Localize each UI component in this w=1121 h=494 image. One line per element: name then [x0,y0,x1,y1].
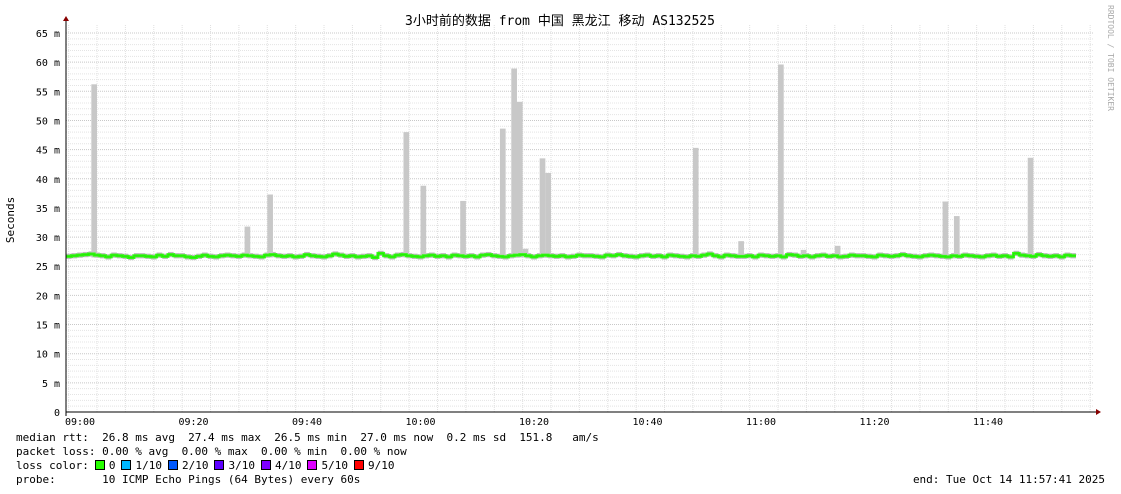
x-tick-label: 09:40 [292,417,322,428]
y-tick-label: 60 m [36,58,60,69]
loss-color-text: 5/10 [321,459,348,472]
loss-color-swatch [94,460,105,470]
y-tick-label: 15 m [36,321,60,332]
loss-color-text: 2/10 [181,459,209,472]
legend-loss: packet loss: 0.00 % avg 0.00 % max 0.00 … [16,445,407,458]
smoke-spike [267,194,273,258]
x-tick-label: 09:00 [65,417,95,428]
smoke-spike [834,245,841,258]
smoke-spike [420,185,427,258]
y-tick-label: 30 m [36,233,60,244]
smoke-spike [545,172,552,258]
x-tick-label: 11:40 [973,417,1003,428]
loss-color-swatch [307,460,318,470]
x-tick-label: 11:00 [746,417,776,428]
smoke-spike [91,84,98,258]
watermark: RRDTOOL / TOBI OETIKER [1106,5,1115,111]
x-tick-label: 10:00 [405,417,435,428]
loss-color-swatch [260,460,271,470]
y-tick-label: 10 m [36,350,60,361]
smoke-spike [942,201,949,258]
x-tick-label: 11:20 [859,417,889,428]
smoke-spike [511,68,517,258]
x-axis-arrow [1096,409,1101,415]
legend-rtt: median rtt: 26.8 ms avg 27.4 ms max 26.5… [16,431,599,444]
loss-color-label: loss color: [16,459,89,472]
smoke-spike [539,158,546,258]
loss-color-text: 1/10 [135,459,162,472]
y-axis-arrow [63,16,69,21]
loss-color-text: 4/10 [274,459,302,472]
legend-loss-colors: loss color: 0 1/10 2/10 3/10 4/10 5/10 9/10 [16,459,394,473]
loss-color-swatch [353,460,364,470]
y-tick-label: 50 m [36,116,60,127]
x-tick-label: 10:20 [519,417,549,428]
y-tick-label: 25 m [36,262,60,273]
x-tick-label: 09:20 [178,417,208,428]
x-tick-label: 10:40 [632,417,662,428]
y-tick-label: 20 m [36,291,60,302]
smoke-spike [460,200,466,258]
legend-probe: probe: 10 ICMP Echo Pings (64 Bytes) eve… [16,473,361,486]
smoke-spike [692,147,699,258]
loss-color-swatch [214,460,225,470]
loss-color-text: 3/10 [228,459,255,472]
y-axis-label: Seconds [4,197,17,243]
smokeping-chart: 3小时前的数据 from 中国 黑龙江 移动 AS132525 Seconds … [4,5,1115,428]
smoke-spike [516,101,523,258]
chart-title: 3小时前的数据 from 中国 黑龙江 移动 AS132525 [405,13,715,29]
smoke-spike [800,249,807,258]
y-tick-label: 55 m [36,87,60,98]
y-tick-label: 5 m [42,379,60,390]
y-tick-label: 65 m [36,29,60,40]
smoke-spike [1027,157,1034,258]
median-line [65,251,1076,259]
smoke-spike [499,128,506,258]
legend-end: end: Tue Oct 14 11:57:41 2025 [912,473,1105,486]
y-tick-label: 35 m [36,204,60,215]
smoke-spike [244,226,251,258]
smoke-spike [738,241,744,258]
loss-color-swatch [121,460,132,470]
smoke-spike [778,64,784,258]
y-tick-label: 40 m [36,175,60,186]
loss-color-text: 0 [108,459,116,472]
y-tick-label: 45 m [36,146,60,157]
loss-color-swatch [167,460,178,470]
smoke-spike [403,132,410,258]
smoke-spike [953,216,960,258]
y-tick-label: 0 [54,408,60,419]
loss-color-text: 9/10 [367,459,395,472]
